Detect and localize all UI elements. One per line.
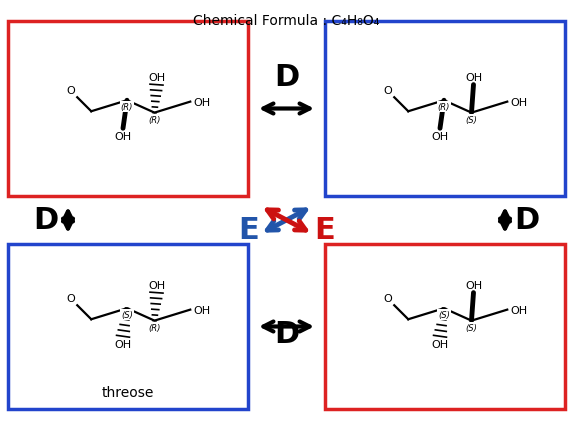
Text: (S): (S) (121, 311, 133, 320)
Text: D: D (274, 320, 299, 349)
Bar (8, 22, 248, 196)
Text: OH: OH (115, 340, 132, 349)
Text: OH: OH (193, 98, 210, 107)
Text: Chemical Formula : C₄H₈O₄: Chemical Formula : C₄H₈O₄ (193, 14, 379, 28)
Text: D: D (274, 62, 299, 91)
Text: OH: OH (193, 305, 210, 315)
Text: O: O (383, 294, 393, 304)
Text: E: E (238, 216, 259, 245)
Text: (R): (R) (148, 115, 160, 124)
Text: (R): (R) (121, 103, 133, 112)
Text: OH: OH (115, 132, 132, 142)
Text: OH: OH (431, 132, 449, 142)
Text: (S): (S) (465, 323, 477, 332)
Text: (S): (S) (438, 311, 450, 320)
Text: O: O (66, 294, 75, 304)
Text: (S): (S) (465, 115, 477, 124)
Text: O: O (383, 86, 393, 96)
Text: threose: threose (102, 385, 154, 399)
Text: (R): (R) (438, 103, 450, 112)
Text: OH: OH (148, 280, 165, 290)
Text: D: D (33, 206, 58, 235)
Text: OH: OH (465, 72, 482, 83)
Text: OH: OH (465, 280, 482, 290)
Bar (8, 245, 248, 409)
Text: OH: OH (148, 72, 165, 83)
Bar (325, 245, 565, 409)
Text: D: D (515, 206, 540, 235)
Text: (R): (R) (148, 323, 160, 332)
Text: E: E (314, 216, 335, 245)
Text: OH: OH (510, 98, 527, 107)
Text: OH: OH (510, 305, 527, 315)
Text: O: O (66, 86, 75, 96)
Bar (325, 22, 565, 196)
Text: OH: OH (431, 340, 449, 349)
